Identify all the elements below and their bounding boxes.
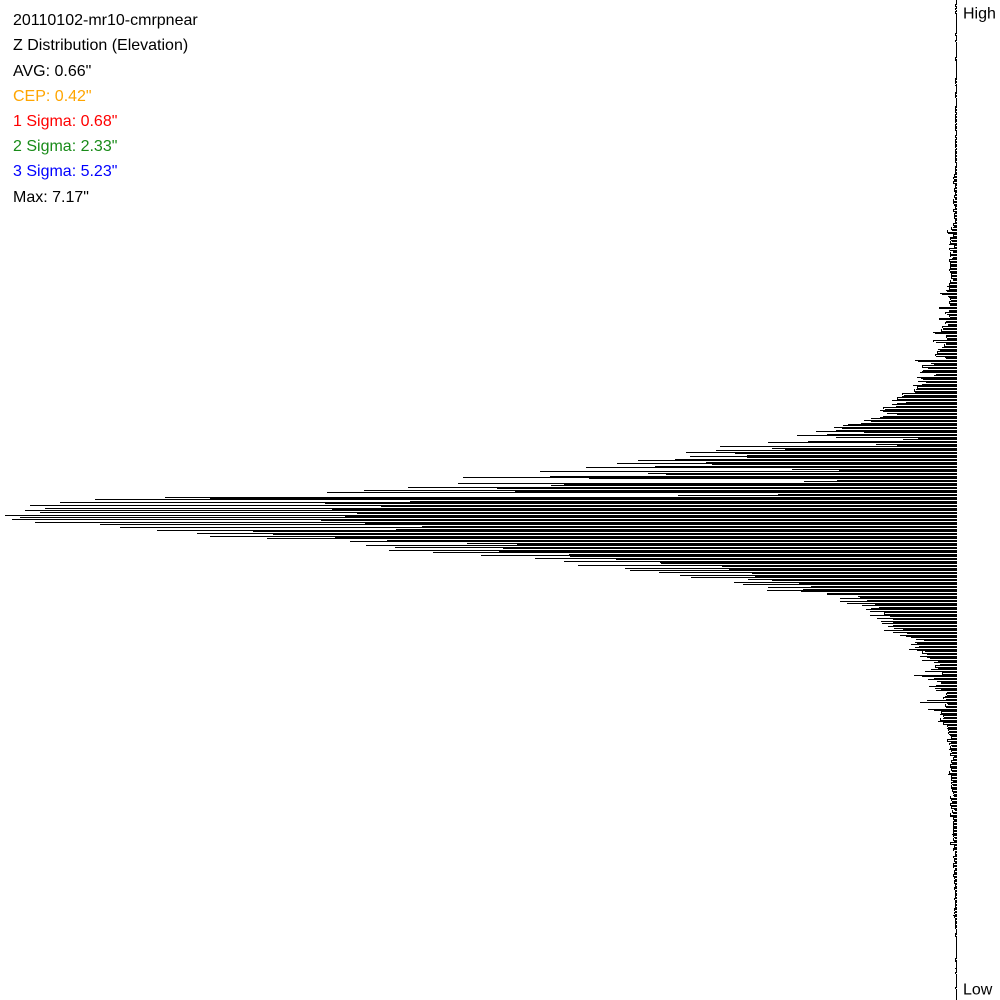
svg-text:2 Sigma: 2.33": 2 Sigma: 2.33"	[13, 138, 117, 155]
svg-text:Low: Low	[963, 982, 993, 999]
svg-text:20110102-mr10-cmrpnear: 20110102-mr10-cmrpnear	[13, 12, 198, 29]
svg-text:1 Sigma: 0.68": 1 Sigma: 0.68"	[13, 113, 117, 130]
svg-text:CEP: 0.42": CEP: 0.42"	[13, 88, 92, 105]
svg-text:Max: 7.17": Max: 7.17"	[13, 189, 89, 206]
svg-text:Z Distribution (Elevation): Z Distribution (Elevation)	[13, 37, 188, 54]
svg-text:AVG: 0.66": AVG: 0.66"	[13, 63, 91, 80]
svg-text:High: High	[963, 6, 996, 23]
svg-text:3 Sigma: 5.23": 3 Sigma: 5.23"	[13, 163, 117, 180]
